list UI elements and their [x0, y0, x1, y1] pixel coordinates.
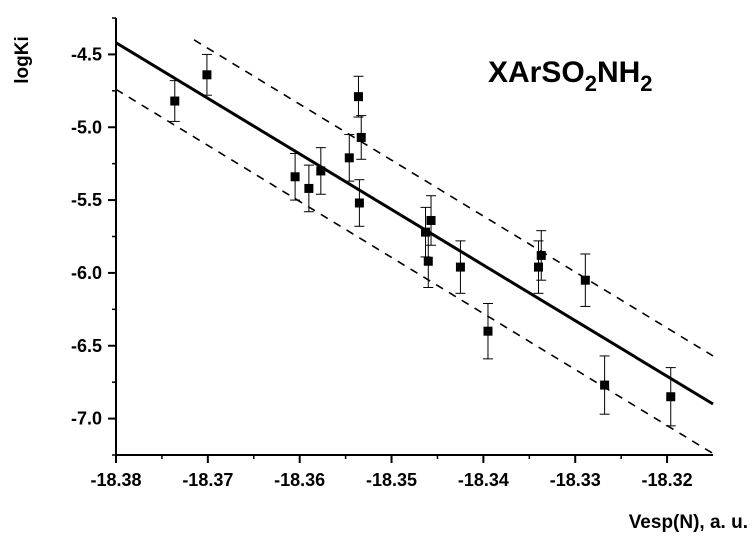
y-tick-label: -5.5 — [71, 190, 102, 210]
formula-subscript-1: 2 — [585, 71, 597, 96]
fit-line — [115, 41, 714, 406]
data-point — [356, 132, 366, 142]
x-tick-label: -18.38 — [90, 470, 141, 490]
data-point — [290, 172, 300, 182]
x-tick-label: -18.36 — [274, 470, 325, 490]
data-point — [666, 392, 676, 402]
formula-part-1: XArSO — [488, 56, 585, 89]
x-tick-label: -18.34 — [458, 470, 509, 490]
y-tick-label: -5.0 — [71, 117, 102, 137]
x-axis-title: Vesp(N), a. u. — [629, 512, 748, 533]
x-tick-label: -18.37 — [182, 470, 233, 490]
confidence-band — [115, 39, 714, 455]
data-point — [426, 215, 436, 225]
data-point — [421, 227, 431, 237]
data-point — [455, 262, 465, 272]
confidence-upper-line — [193, 39, 714, 357]
formula-part-2: NH — [597, 56, 640, 89]
x-tick-label: -18.35 — [366, 470, 417, 490]
data-point — [202, 70, 212, 80]
data-point — [354, 198, 364, 208]
y-axis: -4.5 -5.0 -5.5 -6.0 -6.5 -7.0 — [71, 17, 116, 456]
data-point — [423, 256, 433, 266]
data-point — [316, 166, 326, 176]
y-tick-label: -6.5 — [71, 336, 102, 356]
data-point — [580, 275, 590, 285]
y-tick-label: -6.0 — [71, 263, 102, 283]
data-point — [304, 183, 314, 193]
error-bars — [169, 53, 676, 427]
y-axis-title: logKi — [12, 36, 33, 84]
data-point — [170, 96, 180, 106]
data-point — [344, 153, 354, 163]
y-tick-label: -7.0 — [71, 409, 102, 429]
data-point — [536, 250, 546, 260]
data-point — [600, 380, 610, 390]
regression-line — [115, 41, 714, 406]
data-point — [483, 326, 493, 336]
data-point — [533, 262, 543, 272]
data-point — [353, 92, 363, 102]
confidence-lower-line — [115, 88, 714, 455]
x-axis: -18.38 -18.37 -18.36 -18.35 -18.34 -18.33 -18.… — [90, 455, 693, 490]
compound-formula-label: XArSO2NH2 — [488, 56, 653, 96]
data-points — [170, 70, 676, 402]
y-tick-label: -4.5 — [71, 44, 102, 64]
x-tick-label: -18.33 — [550, 470, 601, 490]
x-tick-label: -18.32 — [642, 470, 693, 490]
formula-subscript-2: 2 — [640, 71, 652, 96]
